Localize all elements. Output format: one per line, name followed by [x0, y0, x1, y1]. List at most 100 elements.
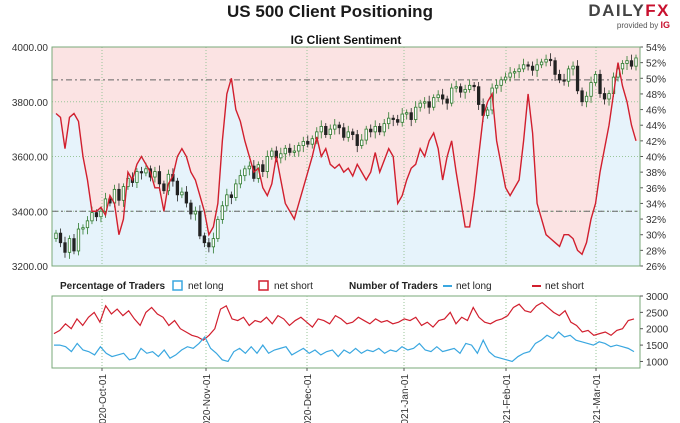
legend-net-long-swatch	[172, 280, 183, 291]
candle-body	[539, 61, 544, 66]
legend-percentage-title: Percentage of Traders	[60, 281, 165, 292]
candle-body	[103, 198, 108, 212]
candle-body	[418, 102, 422, 108]
logo-fx: FX	[645, 1, 670, 20]
candle-body	[292, 150, 296, 153]
percent-tick-label: 34%	[646, 199, 666, 210]
candle-body	[472, 84, 476, 88]
candle-body	[297, 145, 301, 152]
candle-body	[337, 124, 341, 129]
chart-title: US 500 Client Positioning	[227, 2, 433, 21]
candle-body	[121, 186, 126, 201]
candle-body	[602, 93, 607, 100]
candle-body	[207, 242, 211, 248]
candle-body	[557, 73, 562, 81]
candle-body	[517, 68, 521, 73]
candle-body	[625, 60, 629, 64]
candle-body	[400, 113, 404, 123]
trader-count-tick-label: 2000	[646, 325, 669, 336]
candle-body	[387, 117, 391, 125]
candle-body	[153, 171, 157, 178]
candle-body	[346, 131, 350, 138]
trader-count-tick-label: 2500	[646, 308, 669, 319]
trader-count-tick-label: 3000	[646, 292, 669, 303]
logo-ig: IG	[660, 20, 670, 30]
candle-body	[243, 168, 247, 177]
legend-net-short-swatch	[258, 280, 269, 291]
candle-body	[342, 127, 346, 138]
candle-body	[76, 228, 81, 252]
candle-body	[301, 141, 305, 146]
candle-body	[620, 63, 625, 70]
candle-body	[81, 227, 85, 230]
candle-body	[310, 138, 314, 145]
candle-body	[360, 139, 364, 146]
candle-body	[157, 171, 162, 185]
candle-body	[139, 171, 144, 174]
candle-body	[180, 191, 184, 196]
candle-body	[463, 89, 467, 93]
date-tick-label: 2020-Nov-01	[202, 374, 213, 423]
legend-number-title: Number of Traders	[349, 281, 438, 292]
percent-tick-label: 44%	[646, 121, 666, 132]
candle-body	[391, 117, 395, 120]
price-tick-label: 3200.00	[12, 262, 49, 273]
candle-body	[589, 82, 593, 97]
legend-num-net-short: net short	[545, 281, 584, 292]
percent-tick-label: 50%	[646, 74, 666, 85]
candle-body	[423, 101, 427, 104]
candle-body	[580, 90, 584, 103]
candle-body	[85, 220, 90, 229]
candle-body	[216, 219, 220, 240]
candle-body	[405, 112, 409, 115]
date-tick-label: 2021-Jan-01	[400, 374, 411, 423]
candle-body	[63, 242, 67, 253]
candle-body	[288, 147, 292, 153]
candle-body	[629, 60, 634, 67]
candle-body	[566, 68, 571, 82]
percent-tick-label: 38%	[646, 168, 666, 179]
candle-body	[364, 128, 368, 141]
candle-body	[494, 84, 499, 89]
candle-body	[521, 64, 526, 70]
candle-body	[270, 150, 274, 157]
percent-tick-label: 52%	[646, 59, 666, 70]
chart-subtitle: IG Client Sentiment	[291, 33, 402, 47]
candle-body	[265, 156, 269, 172]
candle-body	[584, 95, 589, 103]
bottom-panel-border	[51, 295, 641, 369]
candle-body	[530, 65, 535, 71]
candle-body	[220, 205, 225, 220]
candle-body	[476, 86, 481, 105]
candle-body	[328, 128, 332, 135]
date-tick-label: 2020-Oct-01	[98, 374, 109, 423]
candle-body	[409, 112, 413, 120]
candle-body	[535, 64, 539, 71]
candle-body	[58, 232, 63, 244]
candle-body	[279, 153, 283, 159]
candle-body	[436, 94, 440, 99]
candle-body	[238, 175, 242, 185]
candle-body	[234, 183, 238, 198]
trader-count-tick-label: 1500	[646, 341, 669, 352]
candle-body	[144, 168, 148, 174]
candle-body	[225, 194, 229, 207]
candle-body	[634, 57, 638, 67]
candle-body	[548, 58, 553, 62]
candle-body	[193, 210, 198, 215]
percent-tick-label: 42%	[646, 137, 666, 148]
candle-body	[544, 58, 548, 63]
legend-pct-net-short: net short	[274, 281, 313, 292]
price-tick-label: 3600.00	[12, 153, 49, 164]
candle-body	[414, 106, 418, 120]
candle-body	[117, 188, 121, 201]
candle-body	[94, 212, 99, 218]
dailyfx-logo[interactable]: DAILYFX provided by IG	[588, 1, 676, 31]
percent-tick-label: 32%	[646, 215, 666, 226]
percent-tick-label: 28%	[646, 246, 666, 257]
candle-body	[467, 84, 472, 90]
percent-tick-label: 26%	[646, 262, 666, 273]
candle-body	[508, 72, 512, 78]
candle-body	[396, 119, 400, 123]
